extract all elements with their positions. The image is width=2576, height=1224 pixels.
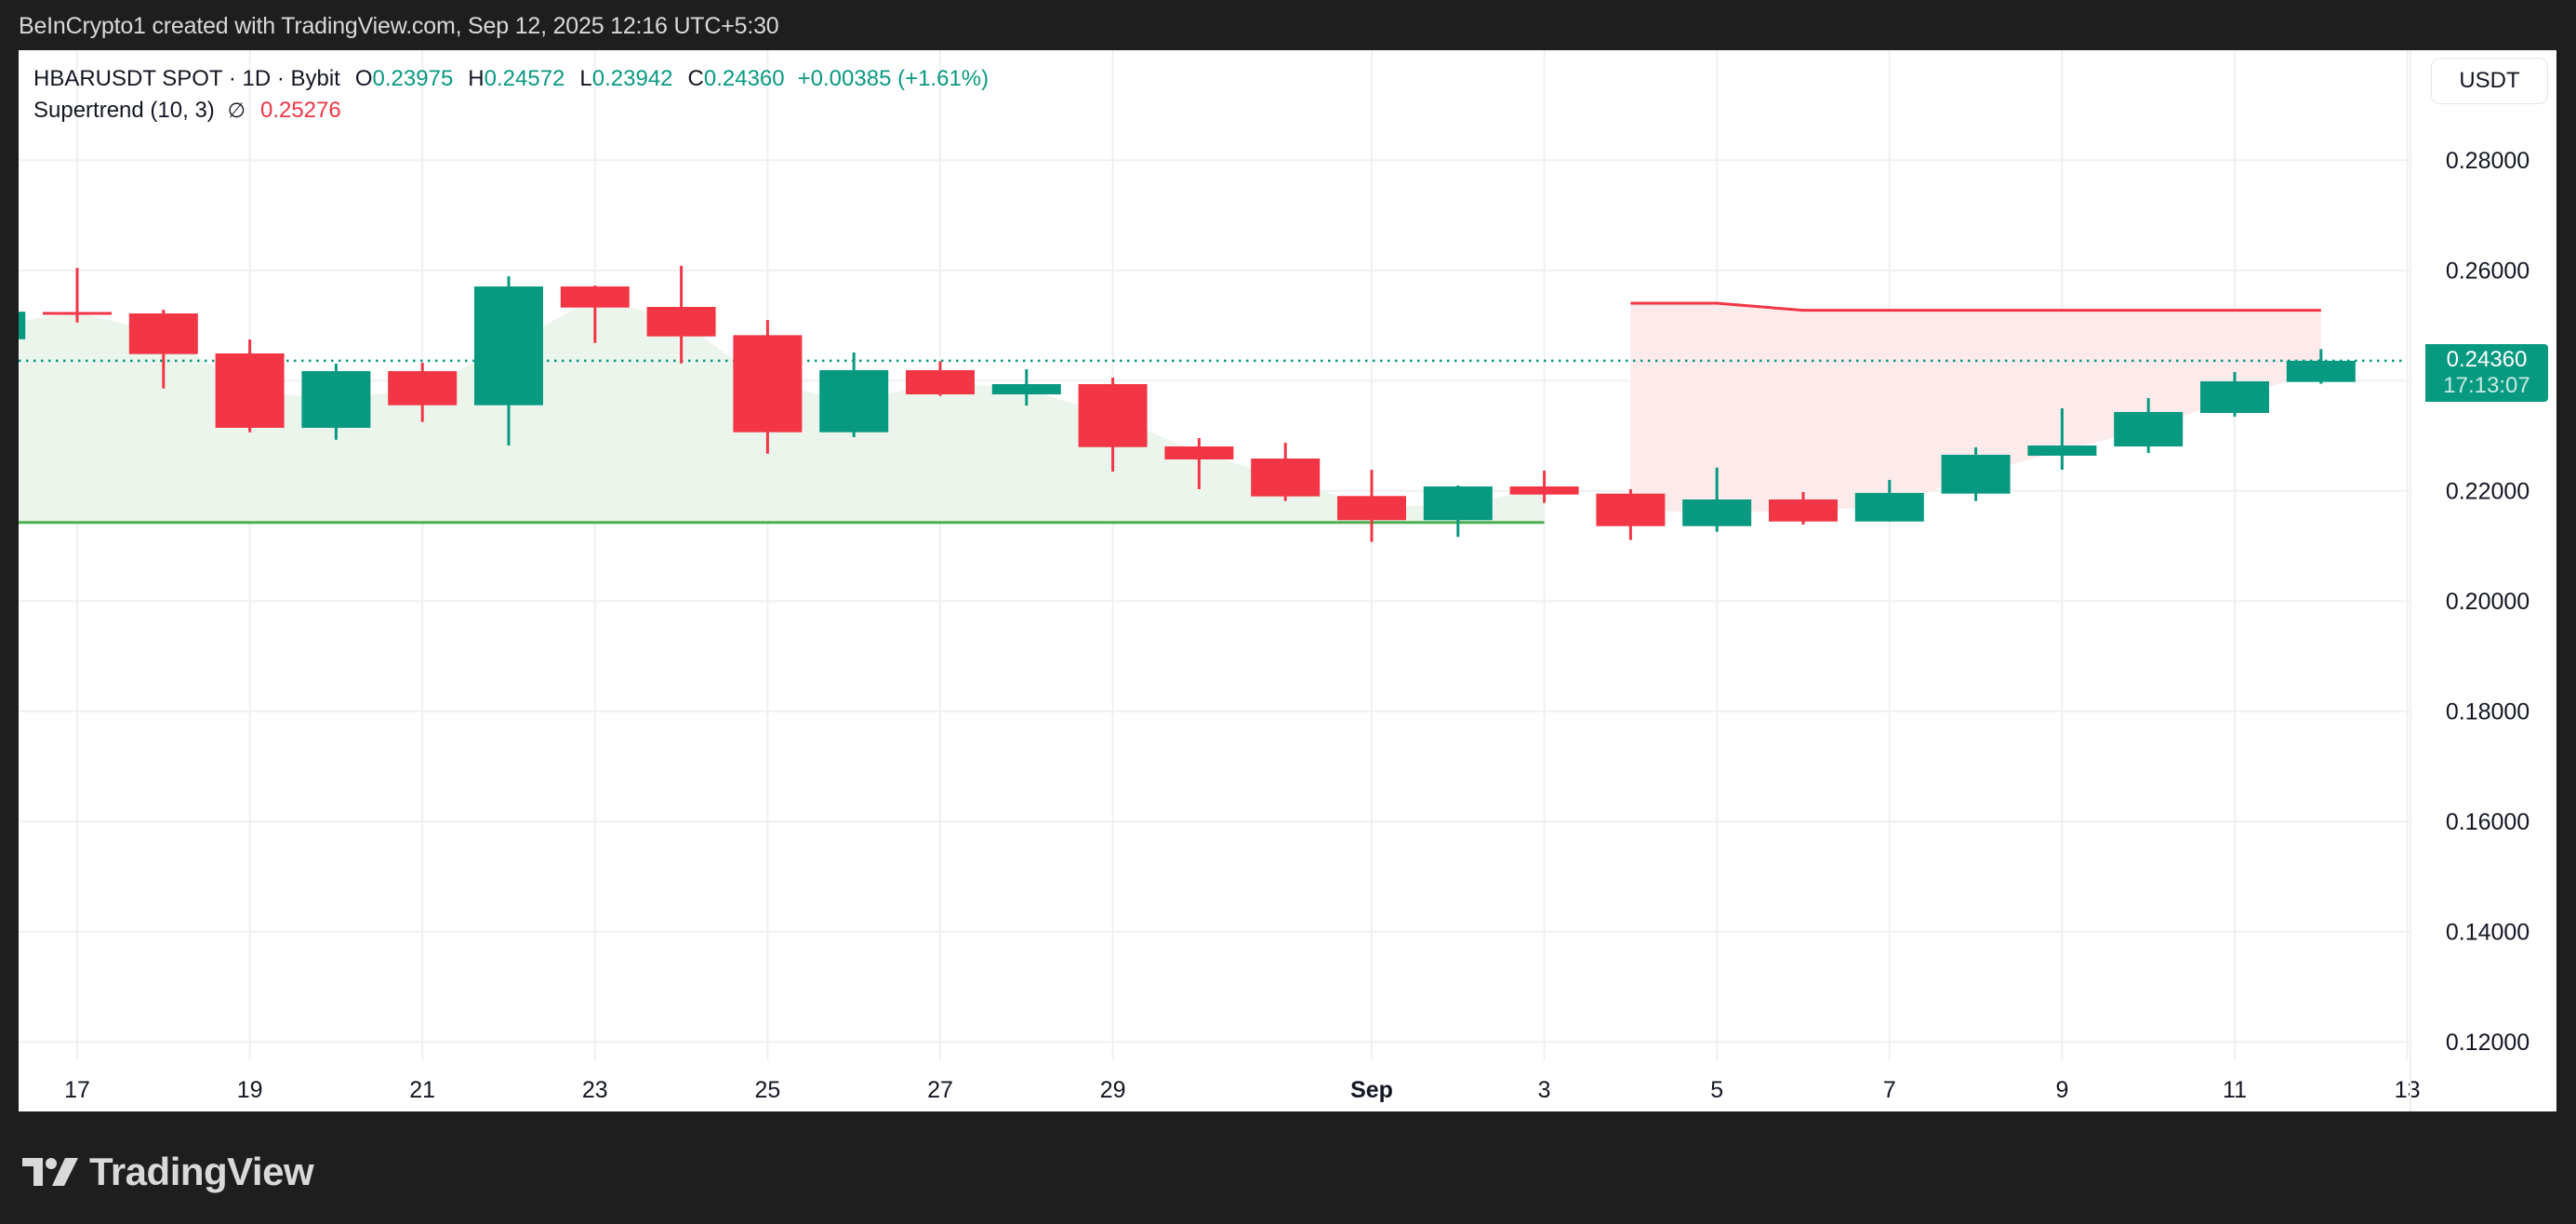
candle-body xyxy=(819,370,889,432)
candle-body xyxy=(646,306,716,337)
price-axis-label: 0.20000 xyxy=(2446,589,2530,615)
time-axis-label: 23 xyxy=(582,1077,608,1103)
chart-panel[interactable]: 0.280000.260000.240000.220000.200000.180… xyxy=(19,50,2556,1111)
candlestick-chart[interactable]: 0.280000.260000.240000.220000.200000.180… xyxy=(19,50,2556,1111)
candle-body xyxy=(906,370,975,395)
candle-body xyxy=(301,371,371,428)
hidden-source-icon: ∅ xyxy=(227,99,246,122)
supertrend-down-fill xyxy=(1630,303,2321,513)
time-axis-label: 19 xyxy=(237,1077,263,1103)
price-axis-label: 0.14000 xyxy=(2446,920,2530,946)
currency-button[interactable]: USDT xyxy=(2431,58,2548,104)
open-label: O xyxy=(354,66,373,91)
time-axis-label: 27 xyxy=(927,1077,953,1103)
open-value: 0.23975 xyxy=(372,66,454,91)
candle-body xyxy=(1078,383,1148,447)
change-value: +0.00385 (+1.61%) xyxy=(797,66,989,91)
price-axis-label: 0.28000 xyxy=(2446,148,2530,174)
price-axis-label: 0.22000 xyxy=(2446,479,2530,505)
candle-body xyxy=(474,286,543,406)
low-value: 0.23942 xyxy=(591,66,673,91)
tradingview-logo-icon xyxy=(22,1158,78,1186)
candle-body xyxy=(2114,411,2184,447)
price-axis-label: 0.16000 xyxy=(2446,809,2530,835)
candle-body xyxy=(128,313,198,354)
last-price-value: 0.24360 xyxy=(2446,347,2528,372)
close-value: 0.24360 xyxy=(703,66,785,91)
logo-text: TradingView xyxy=(89,1150,314,1193)
indicator-title[interactable]: Supertrend (10, 3) xyxy=(33,98,215,123)
time-axis-label: 13 xyxy=(2395,1077,2421,1103)
candle-body xyxy=(2286,360,2356,382)
candle-body xyxy=(991,383,1061,395)
candle-body xyxy=(19,312,26,339)
candle-body xyxy=(1769,499,1838,522)
time-axis-label: 7 xyxy=(1883,1077,1896,1103)
candle-body xyxy=(733,335,803,432)
time-axis-label: 21 xyxy=(409,1077,435,1103)
chart-legend: HBARUSDT SPOT · 1D · Bybit O 0.23975 H 0.2… xyxy=(33,63,989,126)
low-label: L xyxy=(579,66,592,91)
supertrend-down-line xyxy=(1630,301,2321,313)
symbol-title[interactable]: HBARUSDT SPOT · 1D · Bybit xyxy=(33,66,340,91)
candle-body xyxy=(1251,458,1321,497)
time-axis-label: 5 xyxy=(1710,1077,1723,1103)
price-axis-label: 0.26000 xyxy=(2446,259,2530,285)
candle-body xyxy=(1682,499,1752,526)
candle-body xyxy=(2027,445,2097,456)
candle-body xyxy=(560,286,630,308)
candle-body xyxy=(1337,496,1406,521)
candle-body xyxy=(2200,380,2269,413)
bar-countdown: 17:13:07 xyxy=(2443,373,2530,398)
top-caption: BeInCrypto1 created with TradingView.com… xyxy=(19,13,779,39)
time-axis-label: 11 xyxy=(2223,1077,2247,1103)
time-axis-label: Sep xyxy=(1350,1077,1393,1103)
candle-body xyxy=(1509,486,1579,495)
candle-body xyxy=(1854,493,1924,522)
candle-body xyxy=(1941,454,2011,494)
price-axis-label: 0.12000 xyxy=(2446,1030,2530,1056)
high-value: 0.24572 xyxy=(484,66,565,91)
last-price-tag: 0.24360 17:13:07 xyxy=(2425,344,2548,402)
tradingview-logo[interactable]: TradingView xyxy=(22,1150,314,1194)
close-label: C xyxy=(687,66,704,91)
high-label: H xyxy=(468,66,485,91)
candle-body xyxy=(1596,493,1666,526)
candle-body xyxy=(43,312,112,315)
candle-body xyxy=(1423,486,1493,521)
indicator-row: Supertrend (10, 3) ∅ 0.25276 xyxy=(33,95,989,126)
indicator-value: 0.25276 xyxy=(259,98,341,123)
candle-body xyxy=(1164,446,1234,459)
time-axis-label: 9 xyxy=(2055,1077,2068,1103)
time-axis-label: 17 xyxy=(64,1077,90,1103)
price-axis-label: 0.18000 xyxy=(2446,699,2530,725)
time-axis-label: 3 xyxy=(1538,1077,1551,1103)
candle-body xyxy=(215,353,285,428)
time-axis-label: 25 xyxy=(754,1077,780,1103)
candle-body xyxy=(388,371,458,406)
symbol-ohlc-row: HBARUSDT SPOT · 1D · Bybit O 0.23975 H 0.2… xyxy=(33,63,989,95)
time-axis-label: 29 xyxy=(1100,1077,1126,1103)
